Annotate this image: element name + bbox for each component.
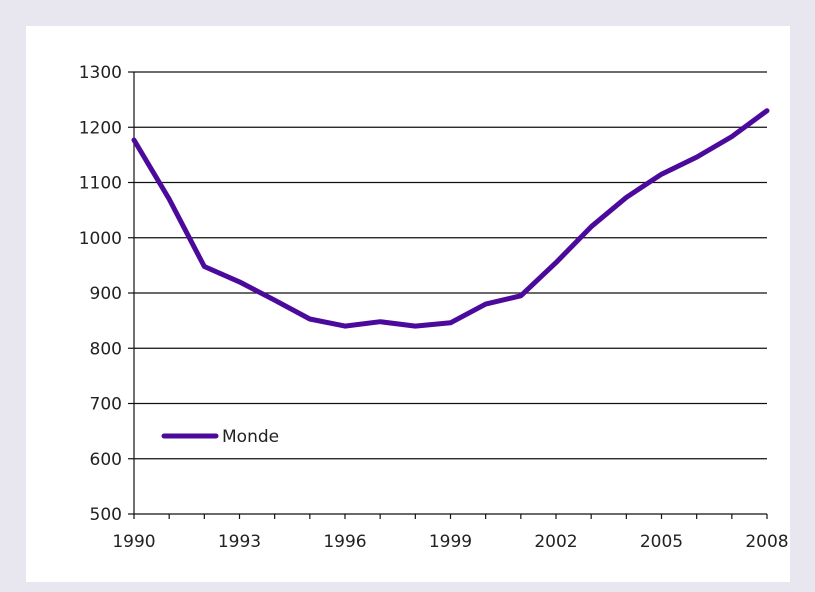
y-tick-label-600: 600 — [90, 450, 122, 470]
x-axis-tick-labels: 1990 1993 1996 1999 2002 2005 2008 — [112, 532, 788, 552]
x-tick-label-1999: 1999 — [429, 532, 472, 552]
x-tick-label-1990: 1990 — [112, 532, 155, 552]
axes — [128, 71, 768, 519]
x-tick-label-2002: 2002 — [534, 532, 577, 552]
x-tick-label-2005: 2005 — [640, 532, 683, 552]
legend-label-monde: Monde — [222, 427, 279, 447]
y-axis-tick-labels: 500 600 700 800 900 1000 1100 1200 1300 — [79, 63, 122, 525]
y-tick-label-1200: 1200 — [79, 118, 122, 138]
chart-panel: 500 600 700 800 900 1000 1100 1200 1300 1990 1993… — [26, 26, 790, 582]
y-tick-label-1100: 1100 — [79, 174, 122, 194]
series-line-monde — [131, 108, 770, 329]
y-tick-label-900: 900 — [90, 284, 122, 304]
gridlines — [134, 71, 767, 460]
x-tick-label-2008: 2008 — [745, 532, 788, 552]
y-tick-label-800: 800 — [90, 339, 122, 359]
legend: Monde — [161, 427, 279, 447]
line-chart: 500 600 700 800 900 1000 1100 1200 1300 1990 1993… — [79, 63, 789, 552]
y-tick-label-700: 700 — [90, 395, 122, 415]
y-tick-label-1000: 1000 — [79, 229, 122, 249]
series-group — [131, 108, 770, 329]
y-tick-label-500: 500 — [90, 505, 122, 525]
x-tick-label-1996: 1996 — [323, 532, 366, 552]
y-tick-label-1300: 1300 — [79, 63, 122, 83]
x-tick-label-1993: 1993 — [218, 532, 261, 552]
